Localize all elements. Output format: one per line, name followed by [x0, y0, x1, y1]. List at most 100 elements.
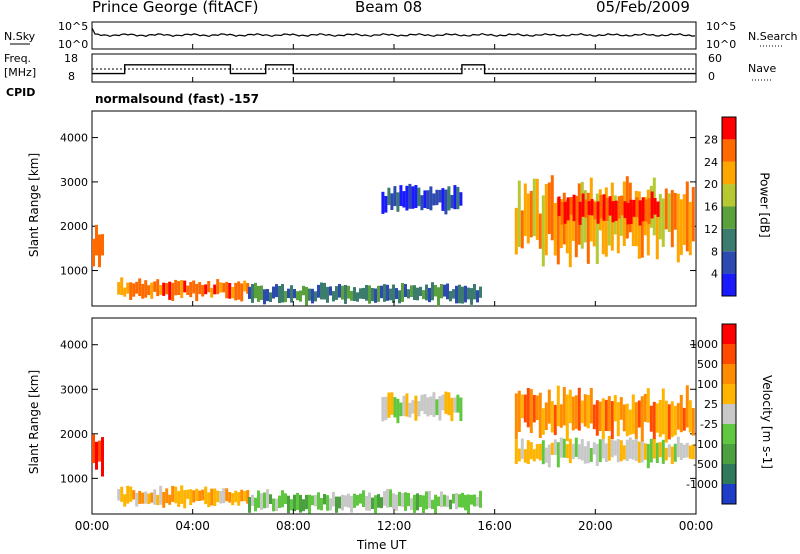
- velocity-cell: [410, 498, 413, 510]
- velocity-cell: [655, 442, 659, 463]
- velocity-cell: [398, 491, 401, 507]
- velocity-cell: [610, 440, 614, 458]
- velocity-cell: [434, 494, 437, 514]
- power-cell: [165, 283, 169, 295]
- velocity-cell: [260, 493, 263, 510]
- velocity-cell: [676, 436, 680, 458]
- velocity-cell: [679, 394, 683, 433]
- power-cell: [192, 280, 196, 294]
- power-cell: [420, 195, 424, 211]
- power-colorbar-segment: [722, 206, 736, 229]
- velocity-cell: [383, 491, 386, 506]
- velocity-cell: [607, 396, 611, 432]
- velocity-cell: [685, 385, 689, 428]
- velocity-cell: [568, 438, 572, 464]
- velocity-cell: [341, 494, 344, 511]
- velocity-cell: [553, 439, 557, 455]
- velocity-cell: [275, 498, 278, 511]
- velocity-colorbar-tick: -25: [700, 418, 718, 431]
- power-cell: [419, 286, 422, 297]
- velocity-cell: [667, 444, 671, 458]
- velocity-cell: [374, 495, 377, 514]
- power-cell: [254, 282, 257, 299]
- power-cell: [523, 183, 527, 236]
- power-cell: [644, 199, 648, 222]
- power-cell: [219, 282, 223, 293]
- velocity-cell: [413, 494, 416, 513]
- power-colorbar-tick: 20: [704, 178, 718, 191]
- power-cell: [631, 204, 635, 247]
- velocity-cell: [601, 398, 605, 440]
- power-colorbar-tick: 4: [711, 268, 718, 281]
- velocity-cell: [368, 492, 371, 511]
- velocity-cell: [287, 495, 290, 514]
- velocity-cell: [450, 397, 454, 422]
- velocity-cell: [204, 486, 208, 505]
- velocity-cell: [432, 392, 436, 417]
- velocity-cell: [380, 497, 383, 509]
- velocity-cell: [416, 493, 419, 511]
- power-cell: [323, 282, 326, 300]
- power-colorbar-segment: [722, 251, 736, 274]
- power-cell: [347, 285, 350, 299]
- power-cell: [593, 202, 597, 220]
- velocity-cell: [520, 394, 524, 419]
- power-cell: [240, 283, 244, 302]
- velocity-cell: [691, 444, 695, 460]
- velocity-cell: [637, 441, 641, 463]
- power-cell: [302, 285, 305, 296]
- nsky-tick-top: 10^5: [58, 20, 89, 33]
- power-cell: [269, 292, 272, 302]
- power-cell: [156, 279, 160, 297]
- velocity-cell: [411, 400, 415, 414]
- power-cell: [402, 191, 406, 208]
- velocity-cell: [637, 400, 641, 428]
- power-cell: [398, 290, 401, 304]
- velocity-ylabel: Slant Range [km]: [27, 369, 42, 475]
- velocity-cell: [444, 391, 448, 414]
- power-cell: [377, 285, 380, 302]
- power-cell: [251, 284, 254, 303]
- power-cell: [338, 284, 341, 298]
- velocity-cell: [580, 400, 584, 424]
- velocity-cell: [195, 488, 199, 501]
- power-cell: [426, 190, 430, 209]
- power-cell: [405, 185, 409, 211]
- velocity-cell: [535, 395, 539, 420]
- power-cell: [590, 199, 594, 216]
- power-cell: [374, 288, 377, 303]
- power-cell: [601, 206, 605, 255]
- cpid-label: CPID: [6, 86, 36, 99]
- velocity-cell: [601, 438, 605, 459]
- velocity-cell: [562, 438, 566, 458]
- power-cell: [422, 290, 425, 300]
- x-axis-label: Time UT: [357, 538, 407, 552]
- velocity-cell: [565, 444, 569, 459]
- velocity-colorbar-tick: 100: [697, 378, 718, 391]
- power-cell: [547, 182, 551, 234]
- velocity-cell: [440, 491, 443, 508]
- velocity-ytick-label: 1000: [60, 472, 88, 485]
- velocity-cell: [402, 395, 406, 417]
- power-cell: [444, 189, 448, 215]
- power-cell: [135, 281, 139, 294]
- power-cell: [667, 193, 671, 232]
- power-cell: [153, 281, 157, 292]
- power-cell: [572, 194, 576, 222]
- power-cell: [595, 193, 599, 265]
- power-cell: [557, 196, 561, 217]
- velocity-cell: [514, 439, 518, 464]
- velocity-cell: [673, 405, 677, 436]
- velocity-cell: [299, 494, 302, 513]
- velocity-cell: [628, 409, 632, 435]
- power-cell: [308, 288, 311, 301]
- power-cell: [544, 184, 548, 256]
- velocity-cell: [604, 399, 608, 431]
- power-cell: [380, 285, 383, 299]
- power-cell: [395, 288, 398, 299]
- power-cell: [682, 194, 686, 245]
- velocity-cell: [520, 438, 524, 460]
- power-cell: [287, 288, 290, 299]
- power-cell: [335, 286, 338, 300]
- power-cell: [204, 284, 208, 295]
